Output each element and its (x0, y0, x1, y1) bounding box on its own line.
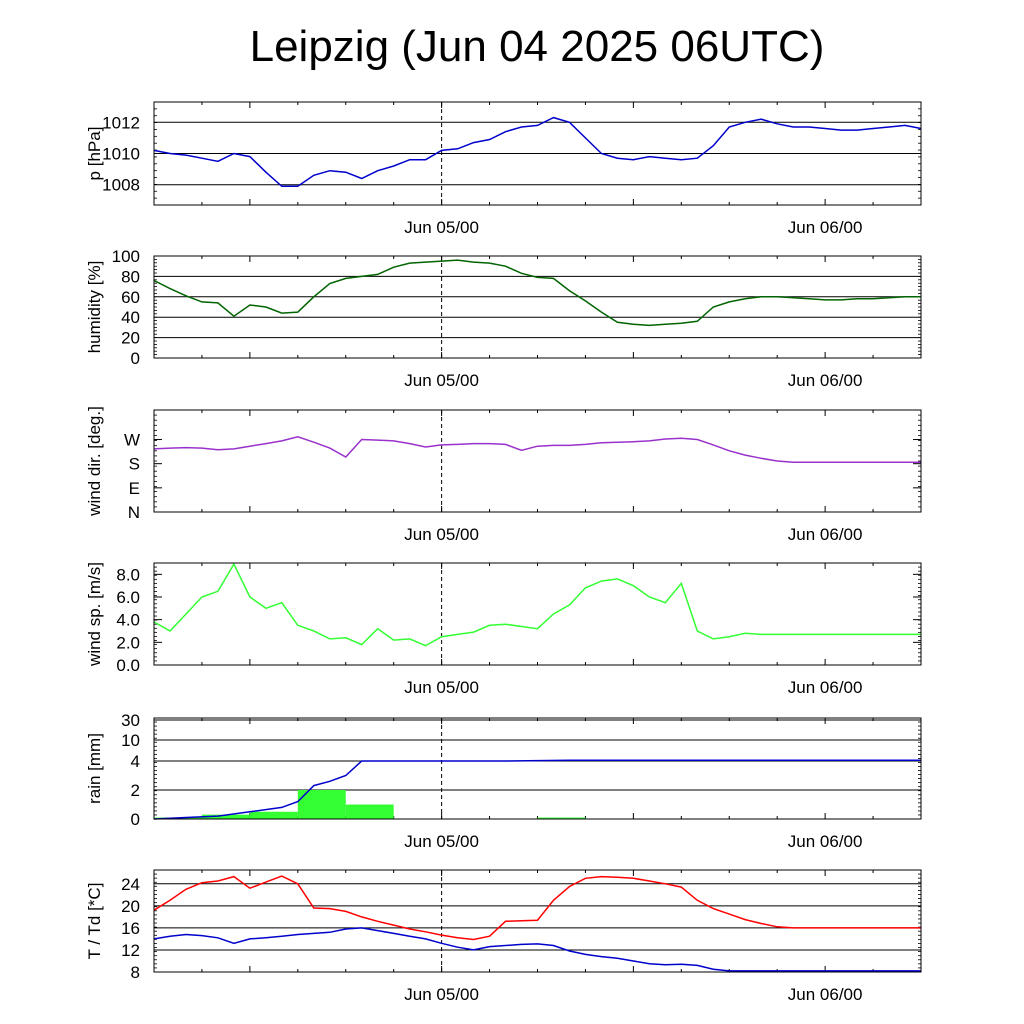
y-tick-label: 10 (121, 731, 140, 750)
y-tick-label: 0 (131, 349, 140, 368)
y-axis-label: wind sp. [m/s] (85, 562, 104, 667)
x-tick-label: Jun 06/00 (788, 985, 863, 1004)
x-tick-label: Jun 06/00 (788, 525, 863, 544)
y-tick-label: 24 (121, 875, 140, 894)
rain-bar (201, 814, 250, 819)
rain-bar (537, 817, 586, 819)
rain-bar (345, 804, 394, 819)
y-tick-label: 40 (121, 308, 140, 327)
y-tick-label: 1012 (102, 113, 140, 132)
y-tick-label: 8 (131, 963, 140, 982)
y-tick-label: 0 (131, 810, 140, 829)
series-line-1 (153, 259, 921, 327)
y-tick-label: 12 (121, 941, 140, 960)
y-tick-label: 30 (121, 711, 140, 730)
y-axis-label: rain [mm] (85, 733, 104, 804)
x-tick-label: Jun 06/00 (788, 678, 863, 697)
y-tick-label: 60 (121, 288, 140, 307)
y-tick-label: 6.0 (116, 588, 140, 607)
x-tick-label: Jun 06/00 (788, 832, 863, 851)
series-line-1 (153, 116, 922, 188)
panel-6: 8 12 16 20 24 T / Td [*C] Jun 05/00 Jun 06/00 (85, 869, 922, 1004)
series-line-1 (153, 759, 921, 820)
y-tick-label: 1008 (102, 176, 140, 195)
chart-title: Leipzig (Jun 04 2025 06UTC) (249, 22, 825, 71)
y-tick-label: N (128, 503, 140, 522)
panel-4: 0.0 2.0 4.0 6.0 8.0 wind sp. [m/s] Jun 05/00 Ju… (85, 562, 922, 697)
rain-bar (249, 811, 298, 819)
y-tick-label: 16 (121, 919, 140, 938)
y-tick-label: 4 (131, 752, 140, 771)
x-tick-label: Jun 06/00 (788, 218, 863, 237)
y-tick-label: 1010 (102, 145, 140, 164)
x-tick-label: Jun 05/00 (404, 678, 479, 697)
y-tick-label: 2.0 (116, 633, 140, 652)
plot-frame (153, 562, 922, 666)
x-tick-label: Jun 06/00 (788, 371, 863, 390)
series-line-1 (153, 562, 921, 647)
y-axis-label: humidity [%] (85, 261, 104, 354)
y-tick-label: 100 (112, 247, 140, 266)
y-axis-label: T / Td [*C] (85, 883, 104, 960)
y-axis-label: p [hPa] (85, 127, 104, 181)
plot-frame (153, 409, 922, 513)
plot-frame (153, 255, 922, 359)
y-tick-label: 20 (121, 897, 140, 916)
x-tick-label: Jun 05/00 (404, 218, 479, 237)
y-tick-label: E (129, 479, 140, 498)
plot-frame (153, 717, 922, 820)
series-line-1 (153, 436, 921, 464)
y-tick-label: S (129, 455, 140, 474)
y-tick-label: 0.0 (116, 656, 140, 675)
x-tick-label: Jun 05/00 (404, 832, 479, 851)
x-tick-label: Jun 05/00 (404, 985, 479, 1004)
y-axis-label: wind dir. [deg.] (85, 406, 104, 517)
series-line-1 (153, 875, 921, 941)
y-tick-label: 20 (121, 329, 140, 348)
y-tick-label: W (124, 431, 140, 450)
y-tick-label: 2 (131, 781, 140, 800)
y-tick-label: 80 (121, 267, 140, 286)
y-tick-label: 8.0 (116, 565, 140, 584)
plot-frame (153, 101, 922, 206)
series-line-2 (153, 927, 921, 972)
x-tick-label: Jun 05/00 (404, 371, 479, 390)
plot-frame (153, 869, 922, 973)
x-tick-label: Jun 05/00 (404, 525, 479, 544)
rain-bar (297, 790, 346, 819)
y-tick-label: 4.0 (116, 611, 140, 630)
